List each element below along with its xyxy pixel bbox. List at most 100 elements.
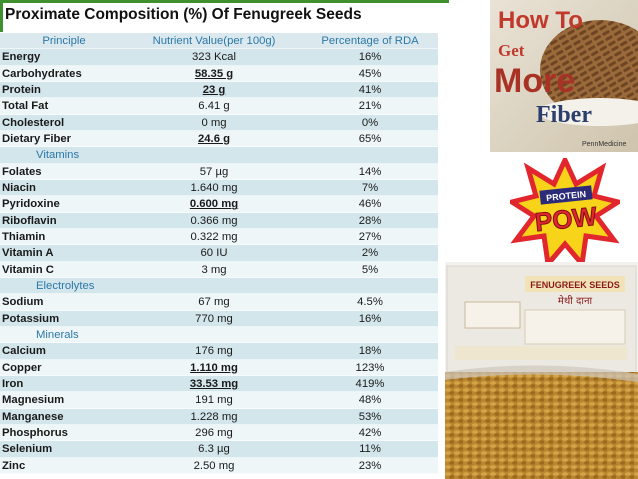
promo-line-more: More <box>494 62 575 100</box>
nutrient-name: Riboflavin <box>2 214 57 227</box>
nutrient-value-text: 6.3 µg <box>198 443 230 456</box>
nutrient-value-text: 2.50 mg <box>193 459 235 472</box>
nutrient-value-text: 0.600 mg <box>189 198 239 211</box>
nutrient-value: 6.41 g <box>126 98 302 114</box>
nutrient-name: Phosphorus <box>2 426 68 439</box>
section-label: Electrolytes <box>36 279 95 292</box>
nutrient-value-text: 33.53 mg <box>189 377 239 390</box>
nutrient-value-text: 296 mg <box>195 426 233 439</box>
rda-percentage: 48% <box>358 394 382 407</box>
header-principle: Principle <box>42 35 86 47</box>
rda-percentage: 419% <box>355 377 385 390</box>
section-row: Minerals <box>0 326 438 344</box>
nutrient-value: 60 IU <box>126 245 302 261</box>
nutrient-value: 58.35 g <box>126 66 302 82</box>
nutrient-value-text: 58.35 g <box>194 67 234 80</box>
rda-percentage: 4.5% <box>357 296 383 309</box>
table-row: Selenium 6.3 µg 11% <box>0 441 438 458</box>
nutrient-value: 0.600 mg <box>126 196 302 212</box>
page-title: Proximate Composition (%) Of Fenugreek S… <box>5 6 362 23</box>
nutrient-value-text: 24.6 g <box>197 132 231 145</box>
nutrient-value-text: 67 mg <box>198 296 230 309</box>
rda-percentage: 11% <box>359 443 381 456</box>
nutrient-value: 0 mg <box>126 115 302 131</box>
table-row: Sodium 67 mg 4.5% <box>0 294 438 311</box>
nutrient-name: Total Fat <box>2 100 49 113</box>
nutrient-value: 2.50 mg <box>126 458 302 474</box>
table-row: Magnesium 191 mg 48% <box>0 392 438 409</box>
nutrient-value-text: 323 Kcal <box>192 51 236 64</box>
rda-percentage: 16% <box>358 312 382 325</box>
nutrient-name: Pyridoxine <box>2 198 60 211</box>
nutrient-name: Manganese <box>2 410 64 423</box>
rda-percentage: 46% <box>358 198 382 211</box>
nutrient-value-text: 57 µg <box>199 165 229 178</box>
table-row: Cholesterol 0 mg 0% <box>0 114 438 132</box>
header-nutrient-value: Nutrient Value(per 100g) <box>152 35 276 47</box>
header-percentage-rda: Percentage of RDA <box>321 35 419 47</box>
table-row: Copper 1.110 mg 123% <box>0 359 438 377</box>
protein-pow-image: PROTEIN POW <box>505 153 625 270</box>
pow-protein-label: PROTEIN <box>546 189 587 203</box>
section-row: Vitamins <box>0 147 438 164</box>
table-row: Energy 323 Kcal 16% <box>0 49 438 66</box>
table-row: Vitamin A 60 IU 2% <box>0 245 438 262</box>
nutrient-name: Niacin <box>2 181 36 194</box>
table-body: Energy 323 Kcal 16% Carbohydrates 58.35 g 45%… <box>0 49 438 475</box>
nutrient-value: 0.322 mg <box>126 229 302 245</box>
rda-percentage: 42% <box>358 426 382 439</box>
rda-percentage: 123% <box>355 361 385 374</box>
nutrient-value: 6.3 µg <box>126 441 302 457</box>
section-label: Minerals <box>36 328 79 341</box>
packet-hindi-label: मेथी दाना <box>558 295 593 307</box>
promo-credit: PennMedicine <box>582 141 626 148</box>
nutrient-value: 57 µg <box>126 164 302 180</box>
rda-percentage: 5% <box>361 263 379 276</box>
nutrient-value: 24.6 g <box>126 131 302 147</box>
rda-percentage: 28% <box>358 214 382 227</box>
nutrient-name: Zinc <box>2 459 26 472</box>
pow-main-label: POW <box>533 201 598 237</box>
nutrient-value-text: 1.640 mg <box>190 181 238 194</box>
rda-percentage: 53% <box>358 410 382 423</box>
table-row: Thiamin 0.322 mg 27% <box>0 228 438 246</box>
promo-line-how-to: How To <box>498 7 583 34</box>
nutrient-value-text: 0.366 mg <box>190 214 238 227</box>
nutrient-value-text: 60 IU <box>200 247 228 260</box>
rda-percentage: 41% <box>358 83 382 96</box>
nutrient-name: Vitamin A <box>2 247 54 260</box>
nutrient-value: 67 mg <box>126 294 302 310</box>
packet-label: FENUGREEK SEEDS <box>530 280 620 290</box>
nutrient-value-text: 0 mg <box>201 116 227 129</box>
nutrient-value-text: 191 mg <box>195 394 233 407</box>
nutrient-name: Protein <box>2 83 41 96</box>
table-row: Dietary Fiber 24.6 g 65% <box>0 130 438 148</box>
nutrient-value-text: 176 mg <box>195 345 233 358</box>
nutrient-value: 0.366 mg <box>126 213 302 229</box>
frame-top-border <box>0 0 449 3</box>
rda-percentage: 2% <box>361 247 379 260</box>
table-row: Vitamin C 3 mg 5% <box>0 261 438 279</box>
fiber-promo-image: How To Get More Fiber PennMedicine <box>490 0 638 152</box>
section-label: Vitamins <box>36 149 80 162</box>
rda-percentage: 16% <box>358 51 382 64</box>
rda-percentage: 23% <box>358 459 382 472</box>
table-row: Manganese 1.228 mg 53% <box>0 408 438 426</box>
nutrient-name: Sodium <box>2 296 44 309</box>
promo-line-fiber: Fiber <box>536 102 592 128</box>
promo-line-get: Get <box>498 41 525 60</box>
nutrient-value: 770 mg <box>126 311 302 327</box>
table-row: Protein 23 g 41% <box>0 81 438 99</box>
nutrient-name: Energy <box>2 51 41 64</box>
nutrient-value-text: 1.110 mg <box>190 361 238 374</box>
nutrient-name: Iron <box>2 377 24 390</box>
rda-percentage: 14% <box>358 165 382 178</box>
rda-percentage: 45% <box>358 67 382 80</box>
nutrient-name: Selenium <box>2 443 53 456</box>
nutrient-name: Copper <box>2 361 42 374</box>
rda-percentage: 27% <box>358 230 382 243</box>
section-row: Electrolytes <box>0 277 438 295</box>
nutrient-value: 176 mg <box>126 343 302 359</box>
nutrient-value: 33.53 mg <box>126 376 302 392</box>
nutrient-value: 323 Kcal <box>126 49 302 65</box>
